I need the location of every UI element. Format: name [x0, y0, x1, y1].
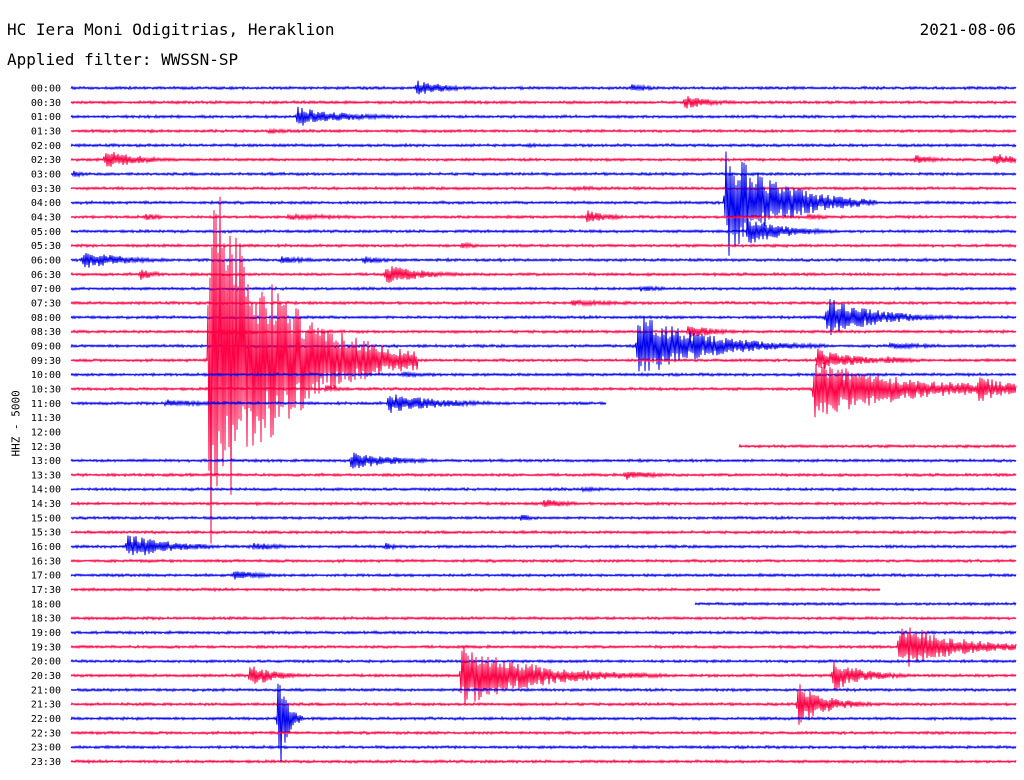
row-label-2200: 22:00: [31, 714, 61, 725]
row-label-1830: 18:30: [31, 614, 61, 625]
row-label-0800: 08:00: [31, 313, 61, 324]
row-label-2330: 23:30: [31, 757, 61, 768]
trace-1300: [70, 452, 1017, 469]
trace-2200: [70, 683, 1017, 763]
row-label-1900: 19:00: [31, 628, 61, 639]
trace-0000: [70, 80, 1017, 95]
trace-1000: [70, 370, 1017, 379]
trace-0330: [70, 184, 1017, 192]
trace-1630: [70, 558, 1017, 564]
row-label-2300: 23:00: [31, 743, 61, 754]
row-label-1530: 15:30: [31, 528, 61, 539]
station-title: HC Iera Moni Odigitrias, Heraklion: [7, 20, 335, 39]
row-label-1430: 14:30: [31, 499, 61, 510]
trace-0930: [70, 196, 1017, 544]
row-label-0700: 07:00: [31, 284, 61, 295]
trace-lines: [70, 80, 1017, 765]
trace-1930: [70, 627, 1017, 667]
trace-2000: [70, 658, 1017, 664]
trace-0700: [70, 285, 1017, 292]
row-label-0030: 00:30: [31, 98, 61, 109]
trace-0130: [70, 127, 1017, 135]
row-label-0200: 02:00: [31, 141, 61, 152]
trace-1530: [70, 529, 1017, 535]
trace-2130: [70, 684, 1017, 725]
trace-2330: [70, 758, 1017, 765]
row-label-0600: 06:00: [31, 255, 61, 266]
trace-1330: [70, 471, 1017, 480]
trace-1030: [70, 362, 1017, 418]
trace-1900: [70, 629, 1017, 636]
row-label-0400: 04:00: [31, 198, 61, 209]
row-label-1330: 13:30: [31, 470, 61, 481]
row-label-1230: 12:30: [31, 442, 61, 453]
row-label-2230: 22:30: [31, 728, 61, 739]
row-label-0630: 06:30: [31, 270, 61, 281]
row-label-1200: 12:00: [31, 427, 61, 438]
trace-1800: [694, 601, 1017, 607]
trace-0600: [70, 252, 1017, 268]
row-label-0230: 02:30: [31, 155, 61, 166]
row-label-1600: 16:00: [31, 542, 61, 553]
row-label-2000: 20:00: [31, 657, 61, 668]
row-label-1800: 18:00: [31, 599, 61, 610]
trace-1230: [738, 443, 1017, 449]
trace-0300: [70, 170, 1017, 179]
row-label-0730: 07:30: [31, 298, 61, 309]
trace-1830: [70, 615, 1017, 621]
trace-0030: [70, 96, 1017, 109]
trace-2030: [70, 647, 1017, 706]
row-label-0330: 03:30: [31, 184, 61, 195]
trace-0530: [70, 241, 1017, 250]
row-label-1500: 15:00: [31, 513, 61, 524]
row-label-0530: 05:30: [31, 241, 61, 252]
row-label-0900: 09:00: [31, 341, 61, 352]
row-label-0430: 04:30: [31, 212, 61, 223]
date-label: 2021-08-06: [919, 20, 1016, 39]
row-label-1400: 14:00: [31, 485, 61, 496]
trace-2100: [70, 687, 1017, 693]
trace-2300: [70, 744, 1017, 750]
row-label-1630: 16:30: [31, 556, 61, 567]
row-label-0830: 08:30: [31, 327, 61, 338]
row-label-2100: 21:00: [31, 685, 61, 696]
row-label-0130: 01:30: [31, 126, 61, 137]
row-label-1730: 17:30: [31, 585, 61, 596]
trace-0430: [70, 210, 1017, 223]
trace-1600: [70, 535, 1017, 556]
trace-0100: [70, 106, 1017, 126]
row-label-0500: 05:00: [31, 227, 61, 238]
filter-label: Applied filter: WWSSN-SP: [7, 50, 239, 69]
row-label-0100: 01:00: [31, 112, 61, 123]
trace-0500: [70, 218, 1017, 244]
trace-1100: [70, 394, 607, 413]
row-labels: 00:00 00:30 01:00 01:30 02:00 02:30 03:00 03:30…: [31, 84, 61, 769]
trace-1730: [70, 586, 881, 593]
row-label-1130: 11:30: [31, 413, 61, 424]
trace-0400: [70, 151, 1017, 256]
row-label-0300: 03:00: [31, 169, 61, 180]
trace-1500: [70, 514, 1017, 521]
trace-1430: [70, 499, 1017, 508]
row-label-1030: 10:30: [31, 384, 61, 395]
trace-1400: [70, 486, 1017, 493]
row-label-1100: 11:00: [31, 399, 61, 410]
row-label-1700: 17:00: [31, 571, 61, 582]
row-label-1000: 10:00: [31, 370, 61, 381]
trace-0230: [70, 151, 1017, 167]
row-label-0000: 00:00: [31, 84, 61, 95]
row-label-0930: 09:30: [31, 356, 61, 367]
trace-2230: [70, 730, 1017, 736]
trace-0630: [70, 266, 1017, 283]
row-label-2030: 20:30: [31, 671, 61, 682]
trace-0200: [70, 142, 1017, 149]
row-label-1930: 19:30: [31, 642, 61, 653]
trace-1700: [70, 571, 1017, 580]
row-label-1300: 13:00: [31, 456, 61, 467]
row-label-2130: 21:30: [31, 700, 61, 711]
